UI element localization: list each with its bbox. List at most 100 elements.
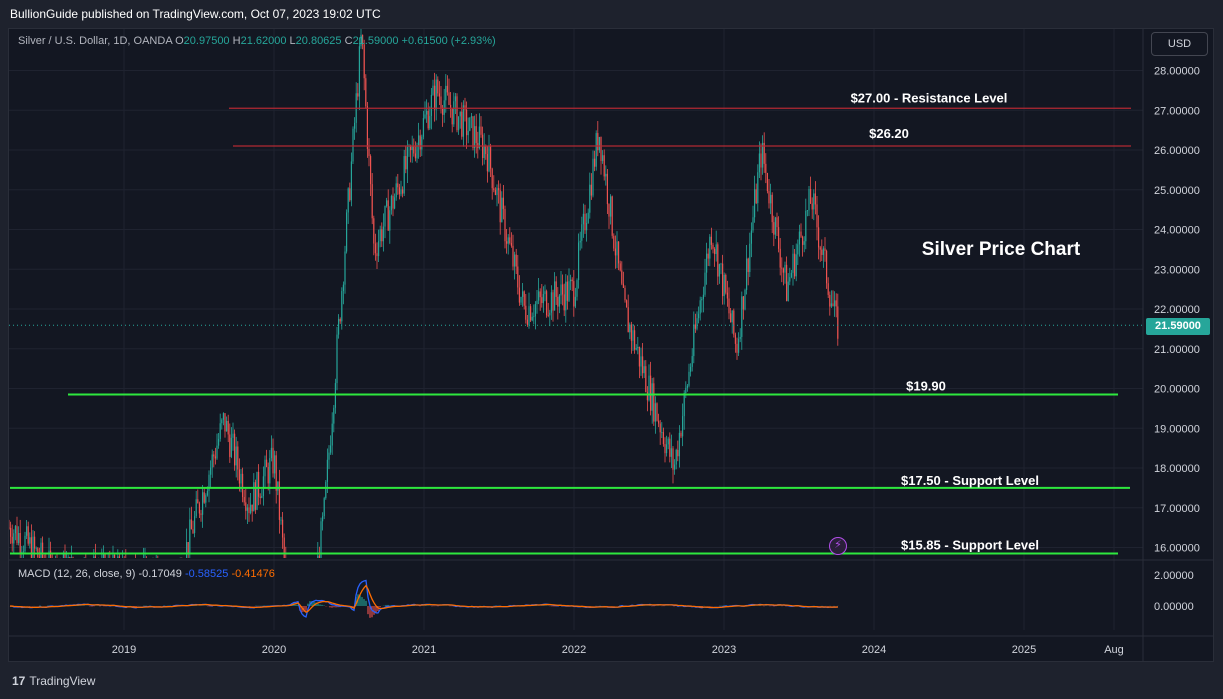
candle-body [386,200,388,206]
candle-body [768,191,770,204]
candle-body [752,217,754,231]
candle-body [402,189,404,194]
candle-body [736,343,738,353]
candle-body [376,253,378,257]
candle-body [278,481,280,520]
macd-hist-bar [209,606,211,607]
candle-body [50,550,52,558]
candle-body [568,281,570,301]
candle-body [22,551,24,553]
candle-body [690,366,692,372]
candle-body [416,145,418,159]
candle-body [685,387,687,394]
candle-body [478,126,480,149]
candle-body [592,158,594,196]
candle-body [27,526,29,544]
candle-body [779,248,781,268]
candle-body [658,420,660,424]
candle-body [248,507,250,514]
candle-body [749,243,751,272]
candle-body [365,78,367,107]
candle-body [406,146,408,170]
candle-body [832,303,834,307]
candle-body [741,296,743,337]
candle-body [64,554,66,558]
candle-body [802,236,804,245]
candle-body [164,580,165,598]
close-label: C [344,35,353,47]
candle-body [717,244,719,277]
candle-body [613,235,615,249]
candle-body [306,634,307,661]
candle-body [627,307,629,333]
candle-body [520,296,522,303]
candle-body [734,334,736,344]
candle-body [466,109,468,136]
tv-logo-mark: 17 [12,674,26,688]
candle-body [693,324,695,357]
candle-body [653,383,655,422]
candle-body [523,291,525,306]
tradingview-logo[interactable]: 17 TradingView [12,674,95,688]
candle-body [410,145,412,151]
candle-body [35,548,37,550]
candle-body [172,596,173,599]
candle-body [354,122,356,129]
candle-body [504,208,506,242]
lightning-icon[interactable]: ⚡ [829,537,847,555]
candle-body [819,247,821,250]
candle-body [138,588,139,592]
candle-body [605,173,607,177]
candle-body [237,446,239,470]
candle-body [227,420,229,435]
candle-body [578,242,580,281]
macd-hist-bar [307,603,309,606]
candle-body [459,111,461,117]
candle-body [366,106,368,149]
macd-hist-bar [641,605,643,606]
candle-body [757,172,759,204]
currency-button[interactable]: USD [1151,32,1208,56]
candle-body [467,130,469,136]
candle-body [374,243,376,254]
candle-body [829,294,831,307]
candle-body [496,188,498,196]
candle-body [470,116,472,118]
candle-body [514,254,516,267]
candle-body [614,248,616,256]
macd-hist-bar [77,605,79,606]
candle-body [189,519,191,555]
candle-body [738,338,740,353]
candle-body [422,118,424,137]
candle-body [762,142,764,168]
macd-hist-bar [293,604,295,606]
candle-body [258,471,260,497]
macd-hist-bar [303,606,305,612]
candle-body [424,114,426,119]
candle-body [814,193,816,205]
candle-body [707,253,709,259]
candle-body [195,499,197,517]
candle-body [214,456,216,459]
candle-body [792,253,794,273]
candle-body [533,316,535,318]
candle-body [333,407,335,424]
macd-hist-bar [333,606,335,608]
candle-body [384,205,386,227]
candle-body [699,300,701,314]
candle-body [638,346,640,367]
candle-body [651,383,653,411]
candle-body [498,188,500,191]
candle-body [550,292,552,313]
candle-body [800,231,802,237]
candle-body [390,195,392,211]
y-tick-label: 25.00000 [1154,185,1200,197]
candle-body [662,432,664,445]
candle-body [338,319,340,335]
open-label: O [175,35,184,47]
candle-body [283,537,285,558]
macd-hist-bar [363,599,365,606]
candle-body [140,580,141,591]
candle-body [397,183,399,188]
